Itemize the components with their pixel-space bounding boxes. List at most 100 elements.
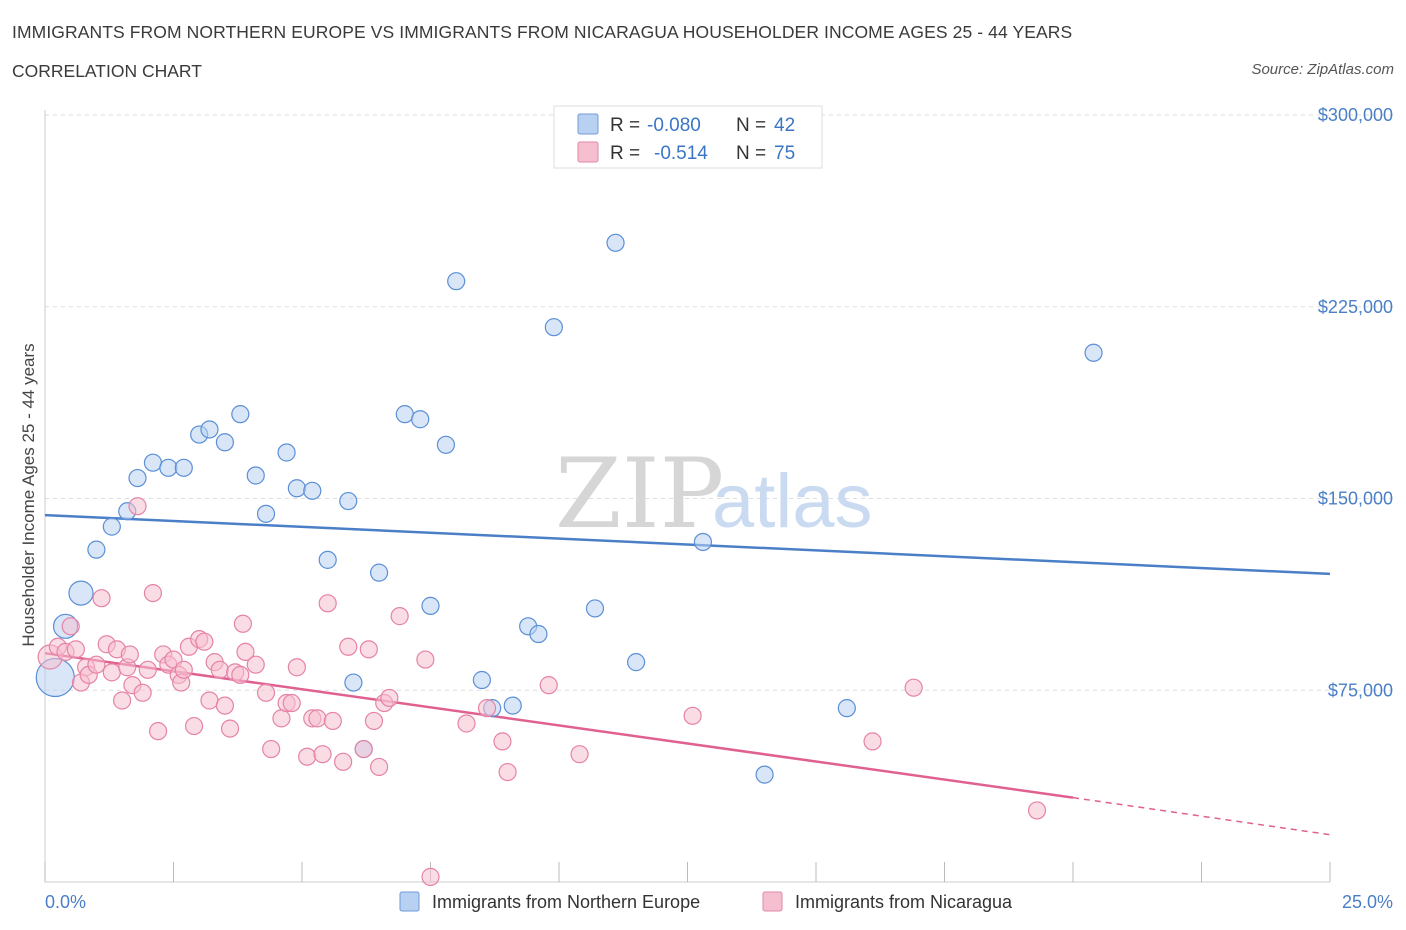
point-northern-europe [68, 580, 94, 606]
point-northern-europe [303, 481, 322, 500]
point-nicaragua [195, 632, 214, 651]
legend-n-label: N = [736, 143, 766, 164]
legend: R = -0.080 N = 42 R = -0.514 N = 75 [553, 105, 823, 169]
point-nicaragua [308, 709, 327, 728]
bottom-legend-swatch-blue [399, 891, 420, 912]
point-nicaragua [282, 693, 301, 713]
point-nicaragua [128, 497, 147, 516]
point-northern-europe [200, 420, 219, 439]
point-northern-europe [837, 699, 856, 718]
point-nicaragua [200, 691, 219, 710]
point-nicaragua [215, 696, 234, 715]
point-northern-europe [277, 443, 296, 462]
point-nicaragua [339, 637, 358, 656]
point-nicaragua [112, 691, 132, 710]
legend-r-label: R = [610, 115, 640, 136]
source-label: Source: ZipAtlas.com [1251, 61, 1394, 78]
point-nicaragua [120, 645, 139, 664]
point-nicaragua [477, 699, 497, 718]
point-nicaragua [174, 660, 193, 679]
point-nicaragua [133, 683, 152, 702]
point-nicaragua [138, 660, 157, 679]
point-nicaragua [87, 655, 106, 674]
point-nicaragua [287, 658, 306, 677]
bottom-legend-item: Immigrants from Nicaragua [795, 892, 1013, 912]
chart-title: IMMIGRANTS FROM NORTHERN EUROPE VS IMMIG… [12, 22, 1073, 42]
bottom-legend-swatch-pink [762, 891, 783, 912]
point-nicaragua [421, 867, 440, 886]
point-nicaragua [298, 747, 317, 766]
y-tick-labels: $75,000 $150,000 $225,000 $300,000 [1318, 105, 1393, 700]
point-nicaragua [143, 583, 163, 603]
point-nicaragua [390, 607, 409, 626]
legend-r-value: -0.080 [647, 115, 701, 136]
point-northern-europe [215, 433, 234, 452]
grid-lines [45, 114, 1395, 691]
y-axis-label: Householder Income Ages 25 - 44 years [19, 343, 38, 646]
point-northern-europe [606, 233, 625, 252]
point-nicaragua [457, 714, 476, 733]
point-nicaragua [539, 676, 558, 695]
point-northern-europe [1084, 343, 1103, 362]
watermark-zip: ZIP [555, 438, 724, 550]
point-northern-europe [287, 479, 306, 498]
trend-line-dashed [1072, 796, 1331, 836]
point-nicaragua [493, 732, 512, 751]
y-tick-label: $225,000 [1318, 297, 1393, 317]
point-nicaragua [220, 719, 240, 738]
legend-n-label: N = [736, 115, 766, 136]
chart-subtitle: CORRELATION CHART [12, 61, 202, 81]
point-northern-europe [231, 405, 250, 424]
point-nicaragua [148, 722, 168, 741]
point-northern-europe [370, 563, 389, 582]
point-northern-europe [102, 517, 121, 536]
point-northern-europe [411, 410, 430, 429]
point-northern-europe [256, 504, 276, 523]
point-northern-europe [421, 596, 440, 615]
point-northern-europe [503, 696, 522, 715]
point-nicaragua [262, 739, 281, 759]
point-northern-europe [174, 458, 193, 477]
point-nicaragua [92, 589, 111, 608]
point-nicaragua [236, 642, 255, 662]
point-northern-europe [693, 532, 713, 552]
point-northern-europe [395, 405, 414, 424]
point-nicaragua [272, 709, 291, 728]
point-northern-europe [87, 540, 106, 559]
point-nicaragua [256, 683, 276, 702]
point-nicaragua [498, 762, 517, 782]
point-nicaragua [364, 711, 384, 731]
legend-n-value: 42 [774, 115, 795, 136]
point-nicaragua [1027, 801, 1047, 820]
point-northern-europe [544, 318, 563, 337]
data-points [35, 233, 1103, 886]
point-northern-europe [447, 272, 466, 291]
point-northern-europe [585, 599, 605, 618]
point-nicaragua [233, 614, 252, 633]
trend-line [44, 513, 1331, 576]
y-tick-label: $300,000 [1318, 105, 1393, 125]
point-nicaragua [570, 745, 589, 764]
point-nicaragua [61, 617, 80, 636]
point-nicaragua [231, 665, 250, 685]
point-northern-europe [529, 624, 548, 644]
point-northern-europe [143, 453, 163, 472]
point-nicaragua [380, 688, 399, 708]
point-northern-europe [128, 468, 147, 488]
point-northern-europe [246, 466, 265, 485]
legend-swatch-blue [577, 113, 599, 135]
point-nicaragua [334, 752, 353, 771]
x-tick-label: 0.0% [45, 892, 86, 912]
point-nicaragua [102, 663, 121, 682]
point-northern-europe [755, 765, 774, 784]
legend-n-value: 75 [774, 143, 795, 164]
watermark-atlas: atlas [712, 459, 873, 544]
watermark: ZIP atlas [555, 438, 873, 550]
legend-r-label: R = [610, 143, 640, 164]
point-nicaragua [370, 757, 389, 777]
point-nicaragua [318, 594, 337, 613]
bottom-legend: Immigrants from Northern Europe Immigran… [399, 891, 1013, 912]
point-nicaragua [904, 678, 923, 697]
point-nicaragua [313, 745, 332, 764]
point-northern-europe [344, 673, 363, 692]
